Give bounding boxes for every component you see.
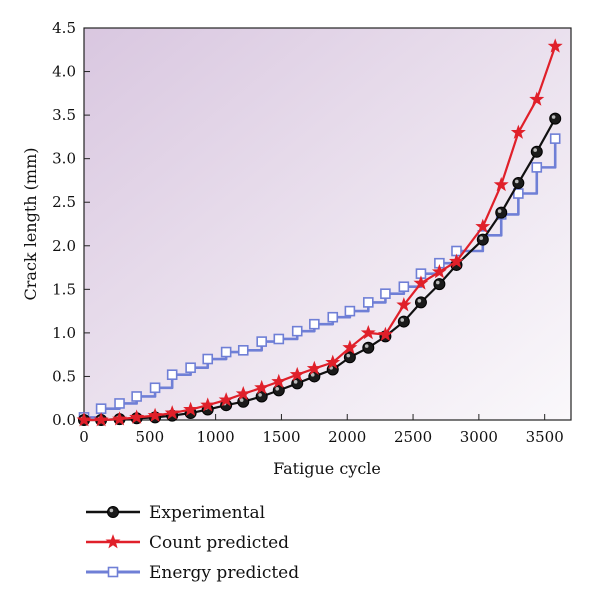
data-point	[202, 353, 214, 365]
legend-marker	[107, 566, 119, 578]
x-tick-label: 3000	[460, 428, 498, 446]
y-tick-label: 4.5	[52, 19, 76, 37]
data-point	[272, 384, 285, 397]
data-point	[549, 133, 561, 144]
data-point	[273, 333, 285, 345]
x-tick-label: 1000	[197, 428, 235, 446]
data-point	[235, 385, 251, 401]
data-point	[183, 401, 199, 416]
legend-label: Count predicted	[149, 533, 289, 553]
data-point	[306, 360, 322, 375]
data-point	[414, 296, 427, 309]
data-point	[448, 253, 464, 268]
data-point	[112, 411, 128, 426]
y-tick-label: 1.5	[52, 280, 76, 298]
data-point	[398, 281, 410, 293]
data-point	[309, 318, 320, 330]
data-point	[493, 176, 509, 192]
data-point	[363, 297, 374, 308]
x-tick-label: 2000	[328, 428, 366, 446]
legend-marker	[105, 534, 121, 549]
data-point	[476, 233, 489, 246]
data-point	[342, 339, 358, 355]
legend-item-experimental: Experimental	[86, 503, 265, 523]
series-layer	[76, 38, 563, 427]
data-point	[166, 369, 178, 381]
x-tick-label: 2500	[394, 428, 432, 446]
data-point	[343, 351, 356, 364]
data-point	[76, 412, 92, 427]
data-point	[512, 177, 525, 190]
legend-label: Experimental	[149, 503, 265, 523]
data-point	[362, 341, 375, 354]
x-tick-label: 3500	[526, 428, 564, 446]
y-tick-label: 0.0	[52, 411, 76, 429]
axis-ticks: 0 500 1000 1500 2000 2500 3000 3500 0.0 0.5 1.0 1.5…	[52, 19, 564, 446]
y-tick-label: 4.0	[52, 63, 76, 81]
x-tick-label: 500	[135, 428, 164, 446]
data-point	[220, 346, 232, 358]
data-point	[237, 345, 249, 356]
data-point	[185, 362, 196, 374]
y-tick-label: 2.0	[52, 237, 76, 255]
data-point	[531, 162, 543, 173]
legend: Experimental Count predicted Energy predic…	[86, 503, 299, 583]
x-tick-label: 1500	[262, 428, 300, 446]
data-point	[200, 397, 216, 412]
data-point	[495, 206, 508, 219]
plot-area	[83, 27, 572, 421]
x-axis-label: Fatigue cycle	[273, 459, 381, 478]
data-point	[289, 366, 305, 382]
data-point	[327, 311, 339, 323]
y-tick-label: 3.5	[52, 106, 76, 124]
data-point	[218, 392, 234, 407]
data-point	[256, 336, 267, 347]
data-point	[360, 325, 376, 340]
data-point	[147, 407, 163, 423]
data-point	[254, 379, 270, 395]
data-point	[433, 278, 446, 291]
data-point	[413, 275, 429, 290]
data-point	[95, 403, 107, 414]
y-tick-label: 3.0	[52, 150, 76, 168]
y-tick-label: 0.5	[52, 367, 76, 385]
data-point	[431, 264, 447, 279]
data-point	[377, 326, 393, 341]
y-tick-label: 1.0	[52, 324, 76, 342]
y-axis-label: Crack length (mm)	[21, 148, 40, 301]
data-point	[380, 288, 391, 299]
data-point	[529, 91, 545, 106]
legend-item-count-predicted: Count predicted	[86, 533, 289, 553]
legend-label: Energy predicted	[149, 563, 299, 583]
data-point	[93, 412, 109, 427]
data-point	[325, 354, 341, 369]
series-count-predicted	[76, 38, 563, 427]
data-point	[271, 373, 287, 389]
y-tick-label: 2.5	[52, 193, 76, 211]
data-point	[114, 398, 125, 409]
data-point	[397, 315, 410, 328]
data-point	[129, 409, 145, 424]
data-point	[291, 325, 303, 337]
legend-marker	[107, 506, 119, 518]
data-point	[549, 112, 562, 125]
data-point	[344, 305, 356, 317]
data-point	[475, 218, 491, 233]
data-point	[149, 382, 161, 394]
data-point	[530, 145, 543, 158]
data-point	[547, 38, 563, 53]
data-point	[131, 391, 142, 402]
data-point	[510, 124, 526, 139]
x-tick-label: 0	[79, 428, 89, 446]
data-point	[164, 405, 180, 420]
legend-item-energy-predicted: Energy predicted	[86, 563, 299, 583]
data-point	[396, 297, 412, 312]
